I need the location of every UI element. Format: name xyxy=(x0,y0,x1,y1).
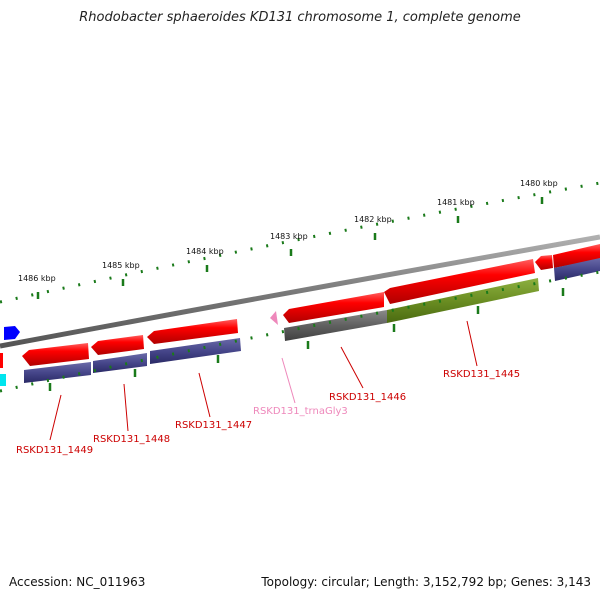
kbp-label: 1484 kbp xyxy=(186,247,224,256)
gene-RSKD131_1445[interactable] xyxy=(384,259,535,304)
gene-label: RSKD131_trnaGly3 xyxy=(253,406,348,417)
cog-band-1445 xyxy=(387,278,539,323)
cog-band-row xyxy=(24,258,600,383)
map-title: Rhodobacter sphaeroides KD131 chromosome… xyxy=(79,10,521,25)
gene-label: RSKD131_1446 xyxy=(329,392,406,403)
kbp-label: 1482 kbp xyxy=(354,215,392,224)
cog-band-1448 xyxy=(93,353,147,373)
gene-RSKD131_1448[interactable] xyxy=(91,335,144,355)
gene-label: RSKD131_1449 xyxy=(16,445,93,456)
gene-RSKD131_1449[interactable] xyxy=(22,343,89,366)
gene-label: RSKD131_1445 xyxy=(443,369,520,380)
gene-row-forward xyxy=(22,244,600,366)
kbp-label: 1486 kbp xyxy=(18,274,56,283)
inner-major-ticks xyxy=(48,288,565,391)
gene-RSKD131_1446[interactable] xyxy=(283,292,384,323)
topology-text: Topology: circular; Length: 3,152,792 bp… xyxy=(261,575,591,589)
kbp-label: 1483 kbp xyxy=(270,232,308,241)
label-leaders xyxy=(49,320,478,441)
gene-marker-red-edge[interactable] xyxy=(0,353,3,368)
gene-marker-blue[interactable] xyxy=(4,326,20,340)
kbp-label: 1480 kbp xyxy=(520,179,558,188)
gene-forward-small[interactable] xyxy=(535,255,553,270)
gene-RSKD131_trnaGly3[interactable] xyxy=(270,311,278,325)
chromosome-backbone xyxy=(0,234,600,349)
cog-band-1449 xyxy=(24,362,91,383)
major-ticks xyxy=(36,197,544,299)
gene-label: RSKD131_1447 xyxy=(175,420,252,431)
gene-RSKD131_1447[interactable] xyxy=(147,319,238,344)
cog-band-right-edge xyxy=(554,258,600,281)
cog-band-1447 xyxy=(150,338,241,364)
gene-marker-cyan[interactable] xyxy=(0,374,6,386)
gene-label: RSKD131_1448 xyxy=(93,434,170,445)
accession-text: Accession: NC_011963 xyxy=(9,575,146,589)
gene-forward-right-edge[interactable] xyxy=(553,244,600,268)
kbp-label: 1485 kbp xyxy=(102,261,140,270)
kbp-label: 1481 kbp xyxy=(437,198,475,207)
